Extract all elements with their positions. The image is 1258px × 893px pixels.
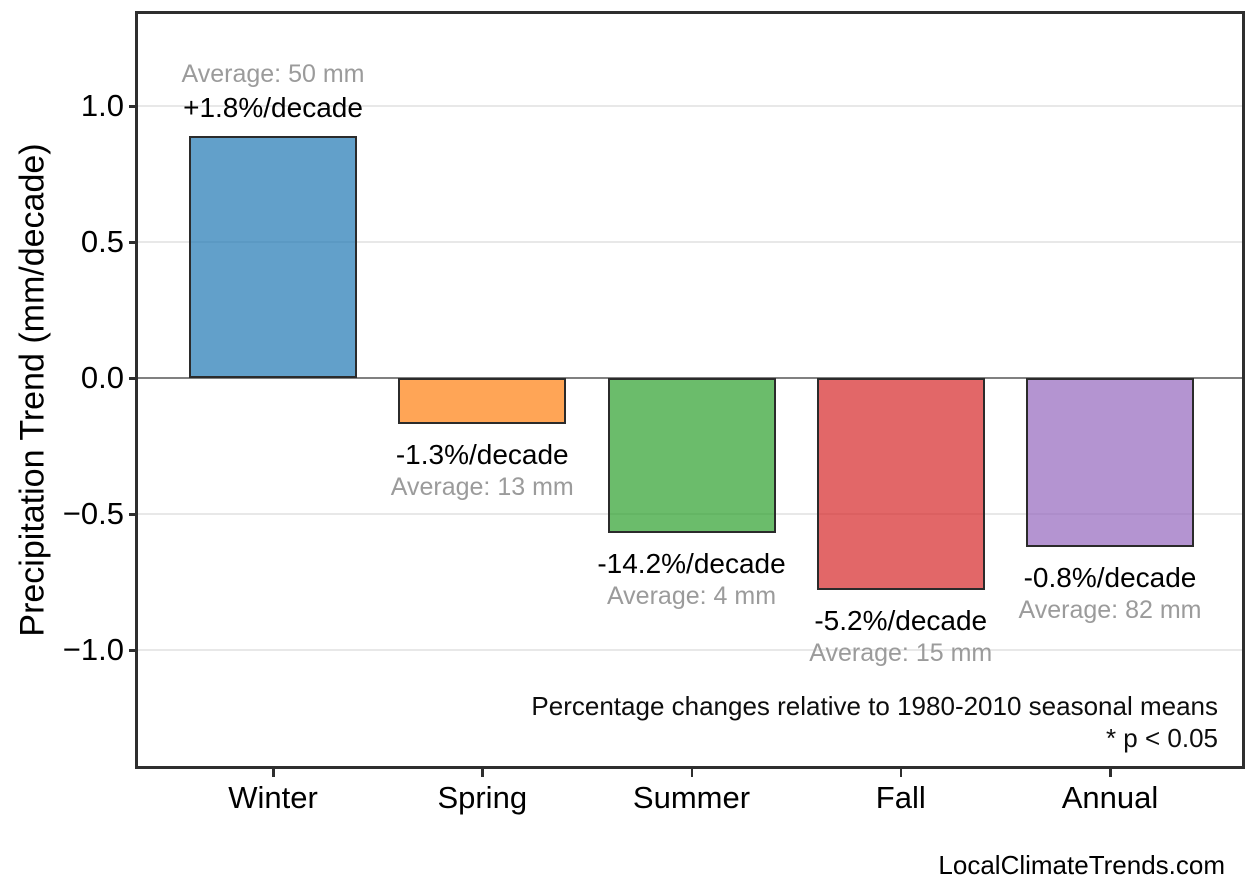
annotation-line-1: Percentage changes relative to 1980-2010… [531, 691, 1218, 721]
y-tick-label: 0.5 [80, 224, 124, 259]
bar [816, 378, 985, 591]
bar-pct-label: -14.2%/decade [597, 548, 786, 580]
bar-label-group: -1.3%/decade Average: 13 mm [391, 438, 574, 504]
x-tick-mark [272, 769, 275, 777]
bar-avg-label: Average: 50 mm [181, 59, 365, 88]
bar-avg-label: Average: 4 mm [606, 582, 777, 611]
bar-label-group: -5.2%/decade Average: 15 mm [809, 604, 992, 670]
footer-credit: LocalClimateTrends.com [938, 850, 1225, 880]
x-tick-label: Annual [1061, 780, 1159, 815]
y-tick-mark [129, 513, 138, 516]
bar-avg-label: Average: 82 mm [1018, 595, 1202, 624]
bar [398, 378, 567, 425]
y-tick-label: 1.0 [80, 88, 124, 123]
x-tick-mark [899, 769, 903, 777]
bar [189, 135, 357, 378]
gridline [138, 241, 1242, 243]
y-tick-label: −1.0 [62, 632, 124, 667]
bar-avg-label: Average: 13 mm [390, 473, 574, 502]
bar-pct-label: +1.8%/decade [183, 91, 363, 123]
y-tick-label: 0.0 [80, 360, 124, 395]
y-tick-mark [129, 649, 138, 652]
y-tick-mark [129, 377, 138, 380]
bar-pct-label: -5.2%/decade [814, 605, 988, 637]
gridline [138, 105, 1242, 107]
x-tick-mark [481, 769, 484, 777]
bar [1026, 378, 1194, 547]
x-tick-label: Winter [228, 780, 318, 815]
annotation-line-2: * p < 0.05 [1105, 723, 1218, 753]
x-tick-mark [690, 769, 693, 777]
y-tick-label: −0.5 [62, 496, 124, 531]
y-tick-mark [129, 241, 138, 244]
gridline [138, 649, 1242, 651]
bar-label-group: -0.8%/decade Average: 82 mm [1019, 561, 1202, 627]
bar-pct-label: -0.8%/decade [1023, 561, 1197, 593]
x-tick-label: Fall [875, 780, 926, 815]
bar [607, 378, 776, 534]
x-tick-label: Summer [632, 780, 751, 815]
bar-pct-label: -1.3%/decade [395, 439, 569, 471]
bar-avg-label: Average: 15 mm [809, 639, 993, 668]
x-tick-mark [1109, 769, 1112, 777]
x-tick-label: Spring [437, 780, 528, 815]
bar-label-group: -14.2%/decade Average: 4 mm [597, 547, 785, 613]
plot-area: Average: 50 mm +1.8%/decade -1.3%/decade Av… [138, 14, 1242, 766]
y-tick-mark [129, 105, 138, 108]
annotation-note: Percentage changes relative to 1980-2010… [531, 690, 1218, 754]
bar-label-group: Average: 50 mm +1.8%/decade [182, 58, 365, 124]
